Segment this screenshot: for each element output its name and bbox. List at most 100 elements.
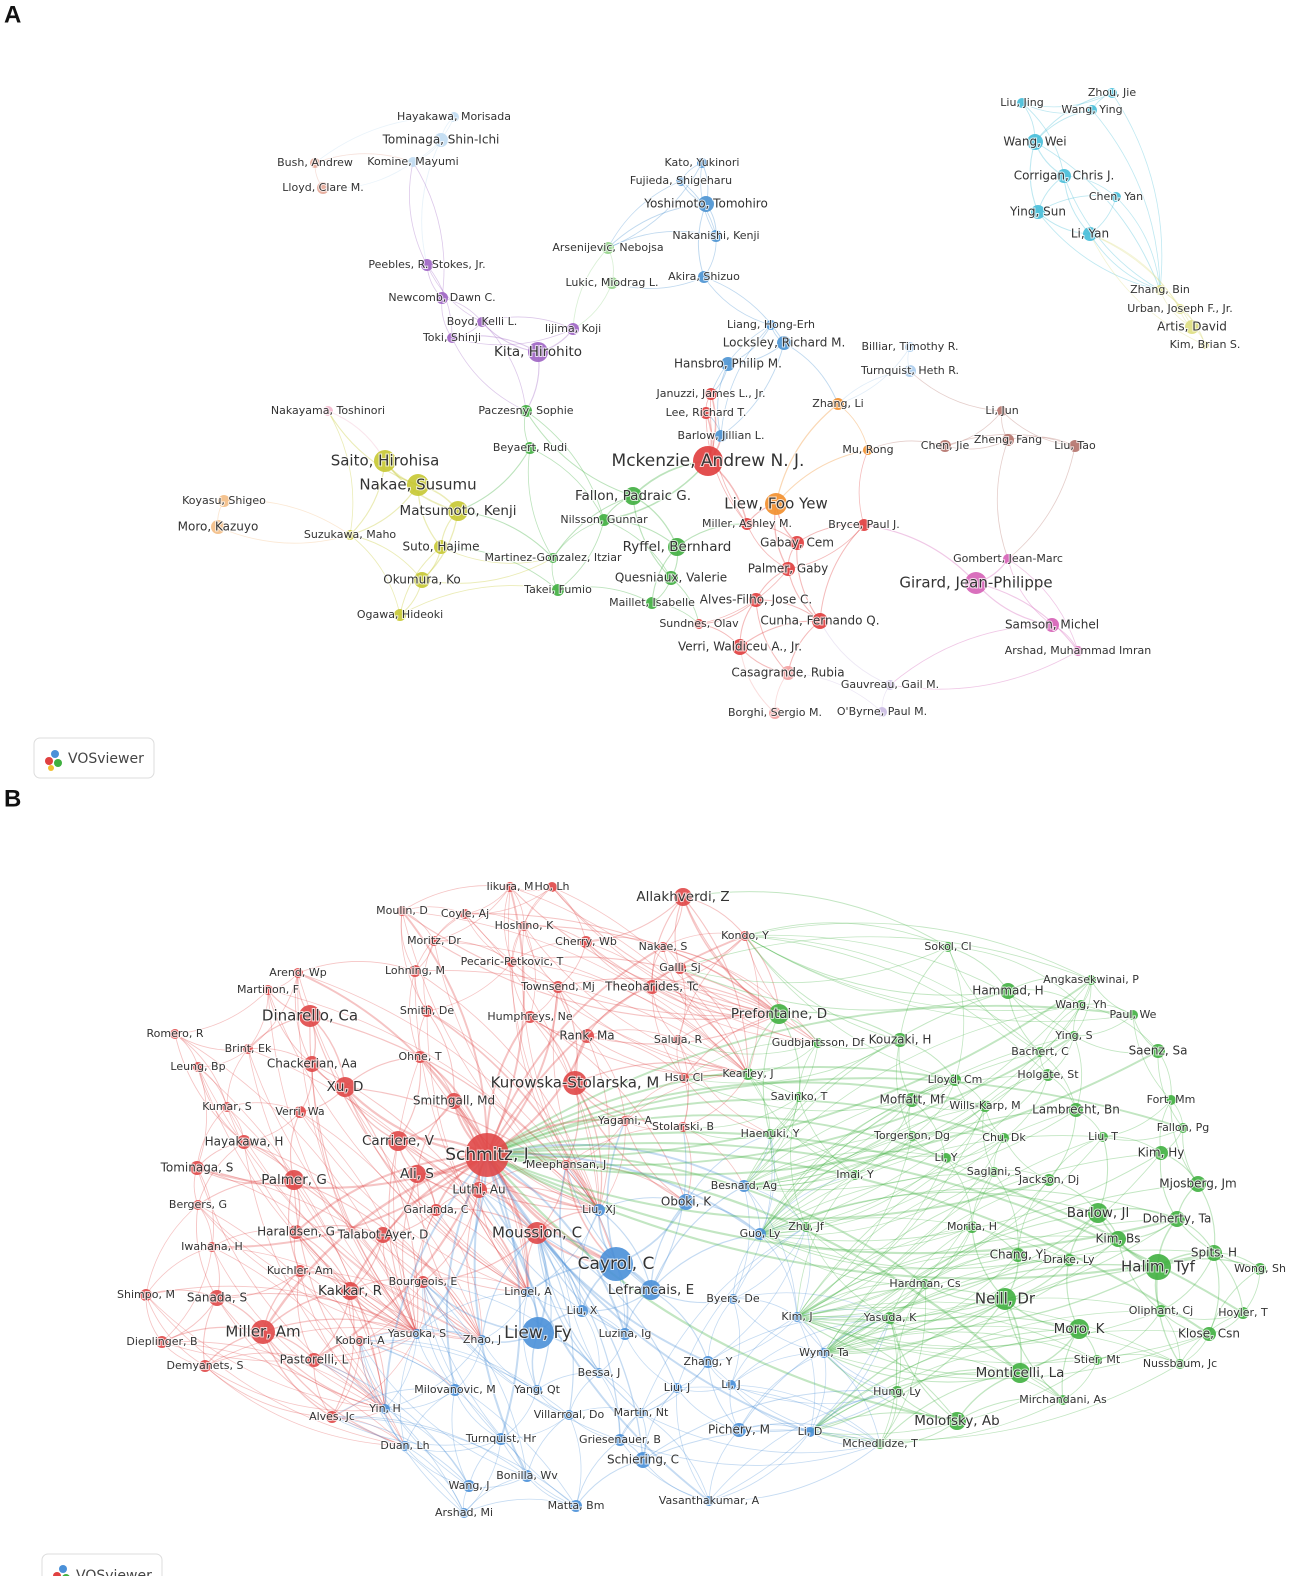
edge — [453, 1100, 617, 1265]
edge — [511, 961, 600, 1211]
edge — [679, 935, 746, 969]
node-label: Fujieda, Shigeharu — [630, 174, 732, 187]
edge — [481, 316, 574, 330]
edge — [423, 940, 435, 1012]
node-label: Suto, Hajime — [402, 540, 479, 554]
edge — [651, 935, 746, 988]
edge — [216, 1293, 418, 1335]
edge — [1063, 175, 1161, 291]
node-label: Miller, Am — [225, 1323, 300, 1341]
edge — [743, 1051, 1041, 1187]
edge — [619, 1439, 710, 1502]
edge — [911, 1105, 986, 1137]
edge — [651, 896, 684, 988]
node-label: Stolarski, B — [652, 1120, 714, 1133]
edge — [732, 1298, 825, 1354]
edge — [879, 1283, 927, 1445]
edge — [433, 940, 600, 1211]
node-label: Spits, H — [1191, 1246, 1237, 1260]
edge — [311, 1063, 418, 1335]
edge — [759, 1004, 1082, 1235]
edge — [798, 1096, 856, 1176]
edge — [464, 912, 525, 927]
node-label: Drake, Ly — [1043, 1253, 1095, 1266]
edge — [744, 935, 1134, 1022]
edge — [769, 1133, 856, 1176]
node — [832, 398, 844, 410]
edge — [759, 1233, 798, 1318]
edge — [809, 1412, 958, 1433]
edge — [683, 1069, 749, 1079]
edge — [945, 1105, 986, 1159]
edge — [698, 568, 789, 625]
edge — [787, 524, 865, 570]
node-label: Angkasekwinai, P — [1043, 973, 1139, 986]
node — [715, 430, 727, 442]
edge — [778, 1011, 901, 1041]
edge — [744, 935, 1041, 1053]
edge — [196, 1167, 418, 1335]
node-label: Pichery, M — [708, 1423, 770, 1437]
node-label: Coyle, Aj — [441, 907, 489, 920]
node — [193, 1200, 203, 1210]
node-label: Yang, Qt — [513, 1383, 561, 1396]
edge — [837, 346, 911, 405]
edge — [1007, 558, 1079, 652]
edge — [574, 1082, 684, 1128]
node-label: Zhou, Jie — [1088, 86, 1137, 99]
node-label: Nakae, S — [639, 940, 688, 953]
node-label: Arshad, Muhammad Imran — [1005, 644, 1152, 657]
node — [635, 1452, 651, 1468]
node — [345, 530, 355, 540]
edge — [551, 886, 749, 1075]
edge — [344, 1086, 600, 1211]
node — [1087, 105, 1097, 115]
node — [156, 1336, 168, 1348]
edge — [314, 153, 414, 164]
edge — [809, 1328, 1080, 1433]
edge — [565, 1164, 652, 1291]
node-label: Kumar, S — [202, 1100, 252, 1113]
edge — [297, 972, 529, 1293]
edge — [586, 1035, 626, 1122]
edge — [1115, 196, 1161, 291]
edge — [677, 1012, 780, 1041]
edge — [710, 324, 772, 395]
edge — [211, 1154, 488, 1249]
edge — [416, 1330, 483, 1341]
node-label: Zhu, Jf — [788, 1220, 825, 1233]
node-label: Fort, Mm — [1147, 1093, 1196, 1106]
node — [1202, 1327, 1216, 1341]
node — [1092, 1355, 1102, 1365]
edge — [440, 546, 559, 591]
node-label: Smith, De — [400, 1004, 455, 1017]
edge — [924, 1254, 1019, 1285]
edge — [642, 1390, 898, 1461]
node — [1206, 1245, 1222, 1261]
node — [658, 942, 668, 952]
node — [904, 365, 916, 377]
node-label: Kim, Bs — [1095, 1232, 1140, 1246]
node-label: Garlanda, C — [404, 1203, 469, 1216]
edge — [384, 1339, 483, 1410]
edge — [677, 1039, 749, 1075]
edge — [762, 1013, 780, 1135]
edge — [486, 1152, 926, 1285]
node-label: Theoharides, Tc — [604, 980, 699, 994]
edge — [349, 1290, 386, 1410]
node — [943, 942, 953, 952]
edge — [708, 1443, 881, 1502]
edge — [313, 1333, 418, 1362]
node — [449, 112, 459, 122]
node — [434, 133, 448, 147]
edge — [422, 1281, 502, 1440]
edge — [578, 1209, 600, 1312]
node — [190, 1161, 204, 1175]
node — [1027, 134, 1043, 150]
edge — [996, 439, 1009, 560]
label-layer: Liu, Jing Zhou, Jie Wang, Ying Wang, Wei Cor… — [116, 85, 1287, 1520]
node-label: Bush, Andrew — [277, 156, 353, 169]
node-label: Hoshino, K — [495, 919, 554, 932]
edge — [1159, 289, 1206, 346]
node — [905, 342, 915, 352]
